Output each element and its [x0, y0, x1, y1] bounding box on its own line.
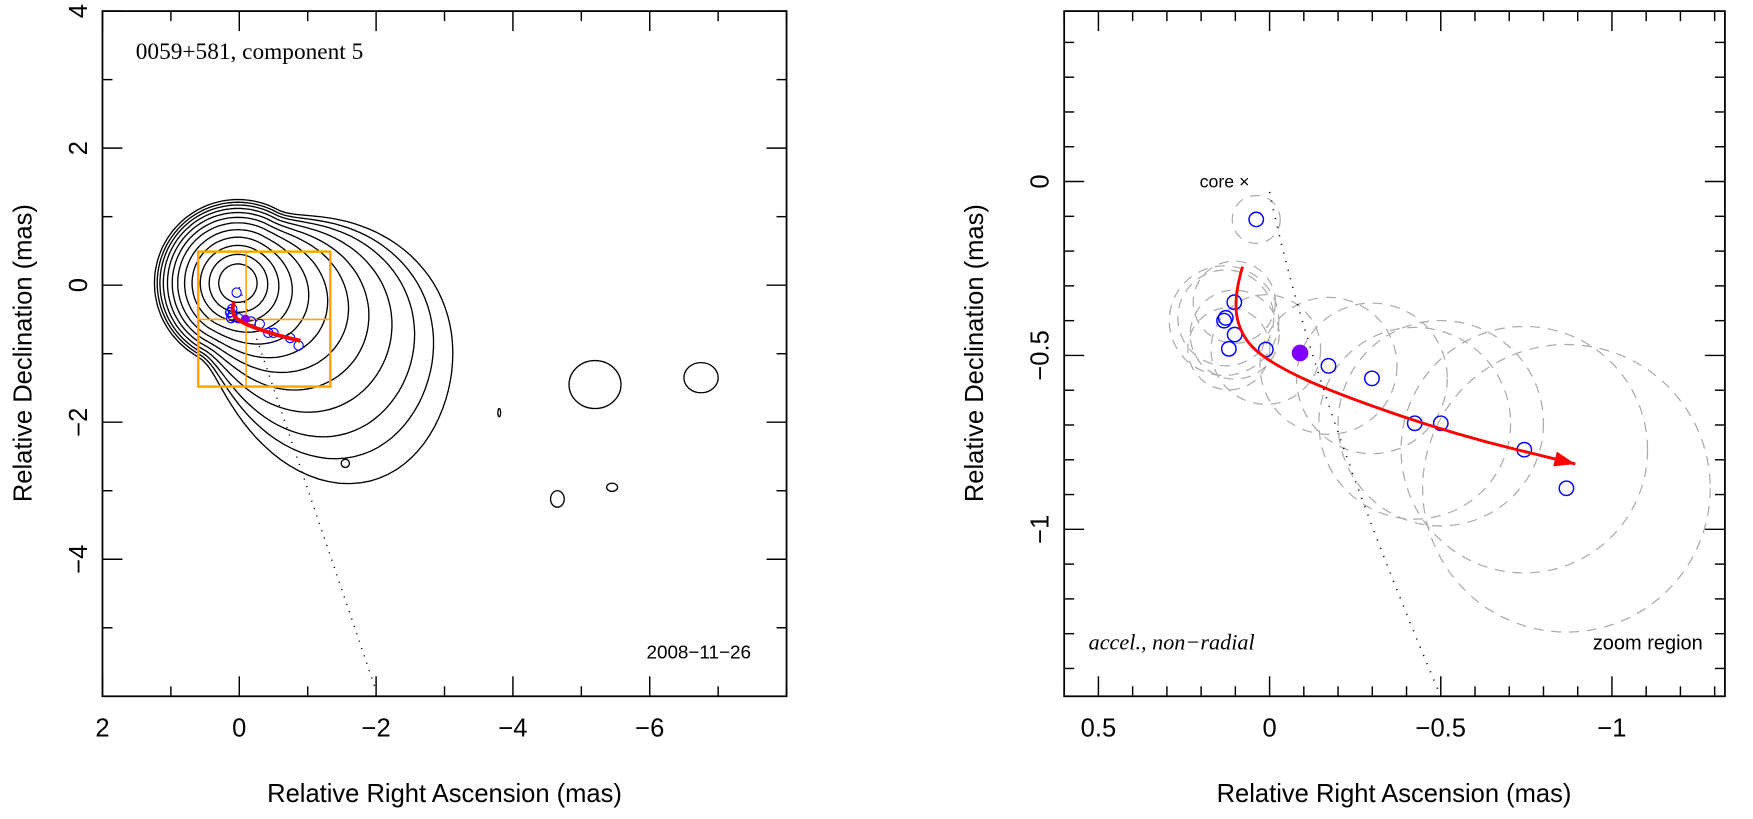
- fit-model-label: accel., non−radial: [1089, 630, 1255, 655]
- isolated-contour: [497, 407, 502, 418]
- intensity-contour: [159, 204, 416, 438]
- position-uncertainty-circle: [1259, 296, 1398, 435]
- x-tick-label: −6: [635, 714, 664, 742]
- position-uncertainty-circle: [1400, 325, 1649, 574]
- component-position: [1320, 357, 1337, 374]
- component-position: [1558, 480, 1575, 497]
- x-tick-label: −4: [498, 714, 527, 742]
- position-uncertainty-circle: [1296, 302, 1448, 455]
- position-uncertainty-circle: [1231, 194, 1281, 245]
- x-tick-label: 0: [1262, 714, 1276, 742]
- component-position: [231, 287, 242, 298]
- left-panel-contour-map: 2 0 −2 −4 −6 4 2 0 −2 −4: [65, 4, 788, 742]
- x-tick-label: −0.5: [1416, 714, 1466, 742]
- y-tick-label: 2: [65, 141, 93, 155]
- y-tick-label: −1: [1027, 515, 1055, 544]
- x-tick-label: 0.5: [1081, 714, 1117, 742]
- isolated-contour: [340, 458, 351, 469]
- component-position: [1364, 370, 1380, 387]
- y-tick-label: −0.5: [1027, 330, 1055, 380]
- zoom-region-label: zoom region: [1593, 633, 1703, 655]
- position-uncertainty-circle: [1187, 307, 1271, 391]
- radial-direction-line: [1268, 191, 1442, 697]
- position-uncertainty-circle: [1210, 294, 1322, 405]
- intensity-contour: [156, 201, 435, 460]
- intensity-contour: [199, 244, 280, 323]
- reference-position: [1291, 344, 1309, 362]
- y-tick-label: 4: [65, 4, 93, 18]
- intensity-contour: [162, 207, 393, 413]
- x-tick-label: −1: [1597, 714, 1626, 742]
- y-tick-label: 0: [65, 278, 93, 292]
- intensity-contour: [218, 263, 258, 303]
- position-uncertainty-circle: [1422, 343, 1711, 633]
- intensity-contour: [153, 198, 454, 485]
- intensity-contour: [177, 222, 329, 359]
- y-tick-label: −2: [65, 408, 93, 437]
- component-position: [1226, 294, 1243, 311]
- right-x-axis-label: Relative Right Ascension (mas): [1217, 780, 1572, 808]
- left-plot-area: [153, 198, 719, 692]
- right-plot-area: [1168, 191, 1711, 697]
- position-uncertainty-circle: [1189, 289, 1280, 380]
- x-tick-label: 2: [95, 714, 109, 742]
- position-uncertainty-circle: [1192, 260, 1277, 344]
- x-tick-label: 0: [232, 714, 246, 742]
- intensity-contour: [208, 253, 269, 313]
- isolated-contour: [683, 361, 719, 394]
- intensity-contour: [166, 211, 370, 391]
- x-tick-label: −2: [362, 714, 391, 742]
- left-y-axis-label: Relative Declination (mas): [9, 204, 37, 502]
- component-position: [1216, 312, 1232, 329]
- position-uncertainty-circle: [1337, 319, 1545, 527]
- intensity-contour: [183, 228, 310, 345]
- position-uncertainty-circle: [1168, 265, 1280, 377]
- isolated-contour: [605, 482, 619, 493]
- epoch-label: 2008−11−26: [646, 642, 751, 663]
- right-y-axis-label: Relative Declination (mas): [961, 204, 989, 502]
- y-tick-label: −4: [65, 545, 93, 574]
- position-uncertainty-circle: [1177, 269, 1275, 367]
- left-x-axis-label: Relative Right Ascension (mas): [267, 780, 622, 808]
- intensity-contour: [171, 216, 350, 374]
- fitted-trajectory: [230, 301, 301, 343]
- component-position: [1248, 211, 1265, 228]
- radial-direction-line: [238, 287, 377, 692]
- core-label: core ×: [1200, 172, 1250, 192]
- component-position: [1217, 309, 1234, 326]
- y-tick-label: 0: [1027, 174, 1055, 188]
- source-title: 0059+581, component 5: [136, 39, 363, 65]
- plot-frame: [1063, 10, 1726, 698]
- position-uncertainty-circle: [1318, 326, 1512, 520]
- trajectory-arrowhead: [1553, 451, 1576, 467]
- isolated-contour: [549, 490, 565, 508]
- right-panel-zoom-region: 0.5 0 −0.5 −1 0 −0.5 −1: [1027, 10, 1726, 742]
- component-position: [1432, 415, 1449, 432]
- plot-frame: [101, 10, 788, 698]
- fitted-trajectory: [1234, 266, 1576, 466]
- component-position: [1220, 340, 1237, 357]
- isolated-contour: [568, 359, 622, 410]
